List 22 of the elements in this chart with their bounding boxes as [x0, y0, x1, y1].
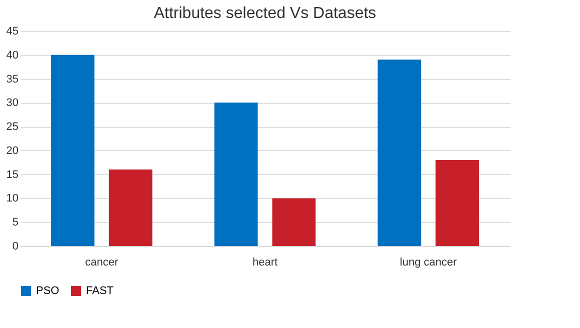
- y-tick-label: 15: [6, 168, 18, 181]
- y-tick-label: 10: [6, 192, 18, 205]
- y-tick-label: 20: [6, 144, 18, 157]
- x-tick-label: heart: [252, 256, 278, 268]
- bar: [378, 60, 422, 246]
- legend-label: FAST: [86, 285, 114, 297]
- y-tick-label: 5: [12, 216, 18, 229]
- bar: [214, 102, 258, 246]
- y-tick-label: 30: [6, 97, 18, 110]
- bar: [108, 170, 152, 246]
- y-tick-label: 25: [6, 121, 18, 134]
- y-tick-label: 45: [6, 26, 18, 38]
- x-tick-label: cancer: [85, 256, 119, 268]
- y-tick-label: 0: [12, 240, 18, 252]
- bar: [51, 54, 94, 246]
- bar: [436, 160, 479, 246]
- y-tick-label: 40: [6, 49, 18, 62]
- x-tick-label: lung cancer: [400, 256, 458, 268]
- bar: [272, 198, 316, 246]
- legend-label: PSO: [36, 285, 60, 297]
- y-tick-label: 35: [6, 73, 18, 86]
- chart-title: Attributes selected Vs Datasets: [154, 5, 376, 22]
